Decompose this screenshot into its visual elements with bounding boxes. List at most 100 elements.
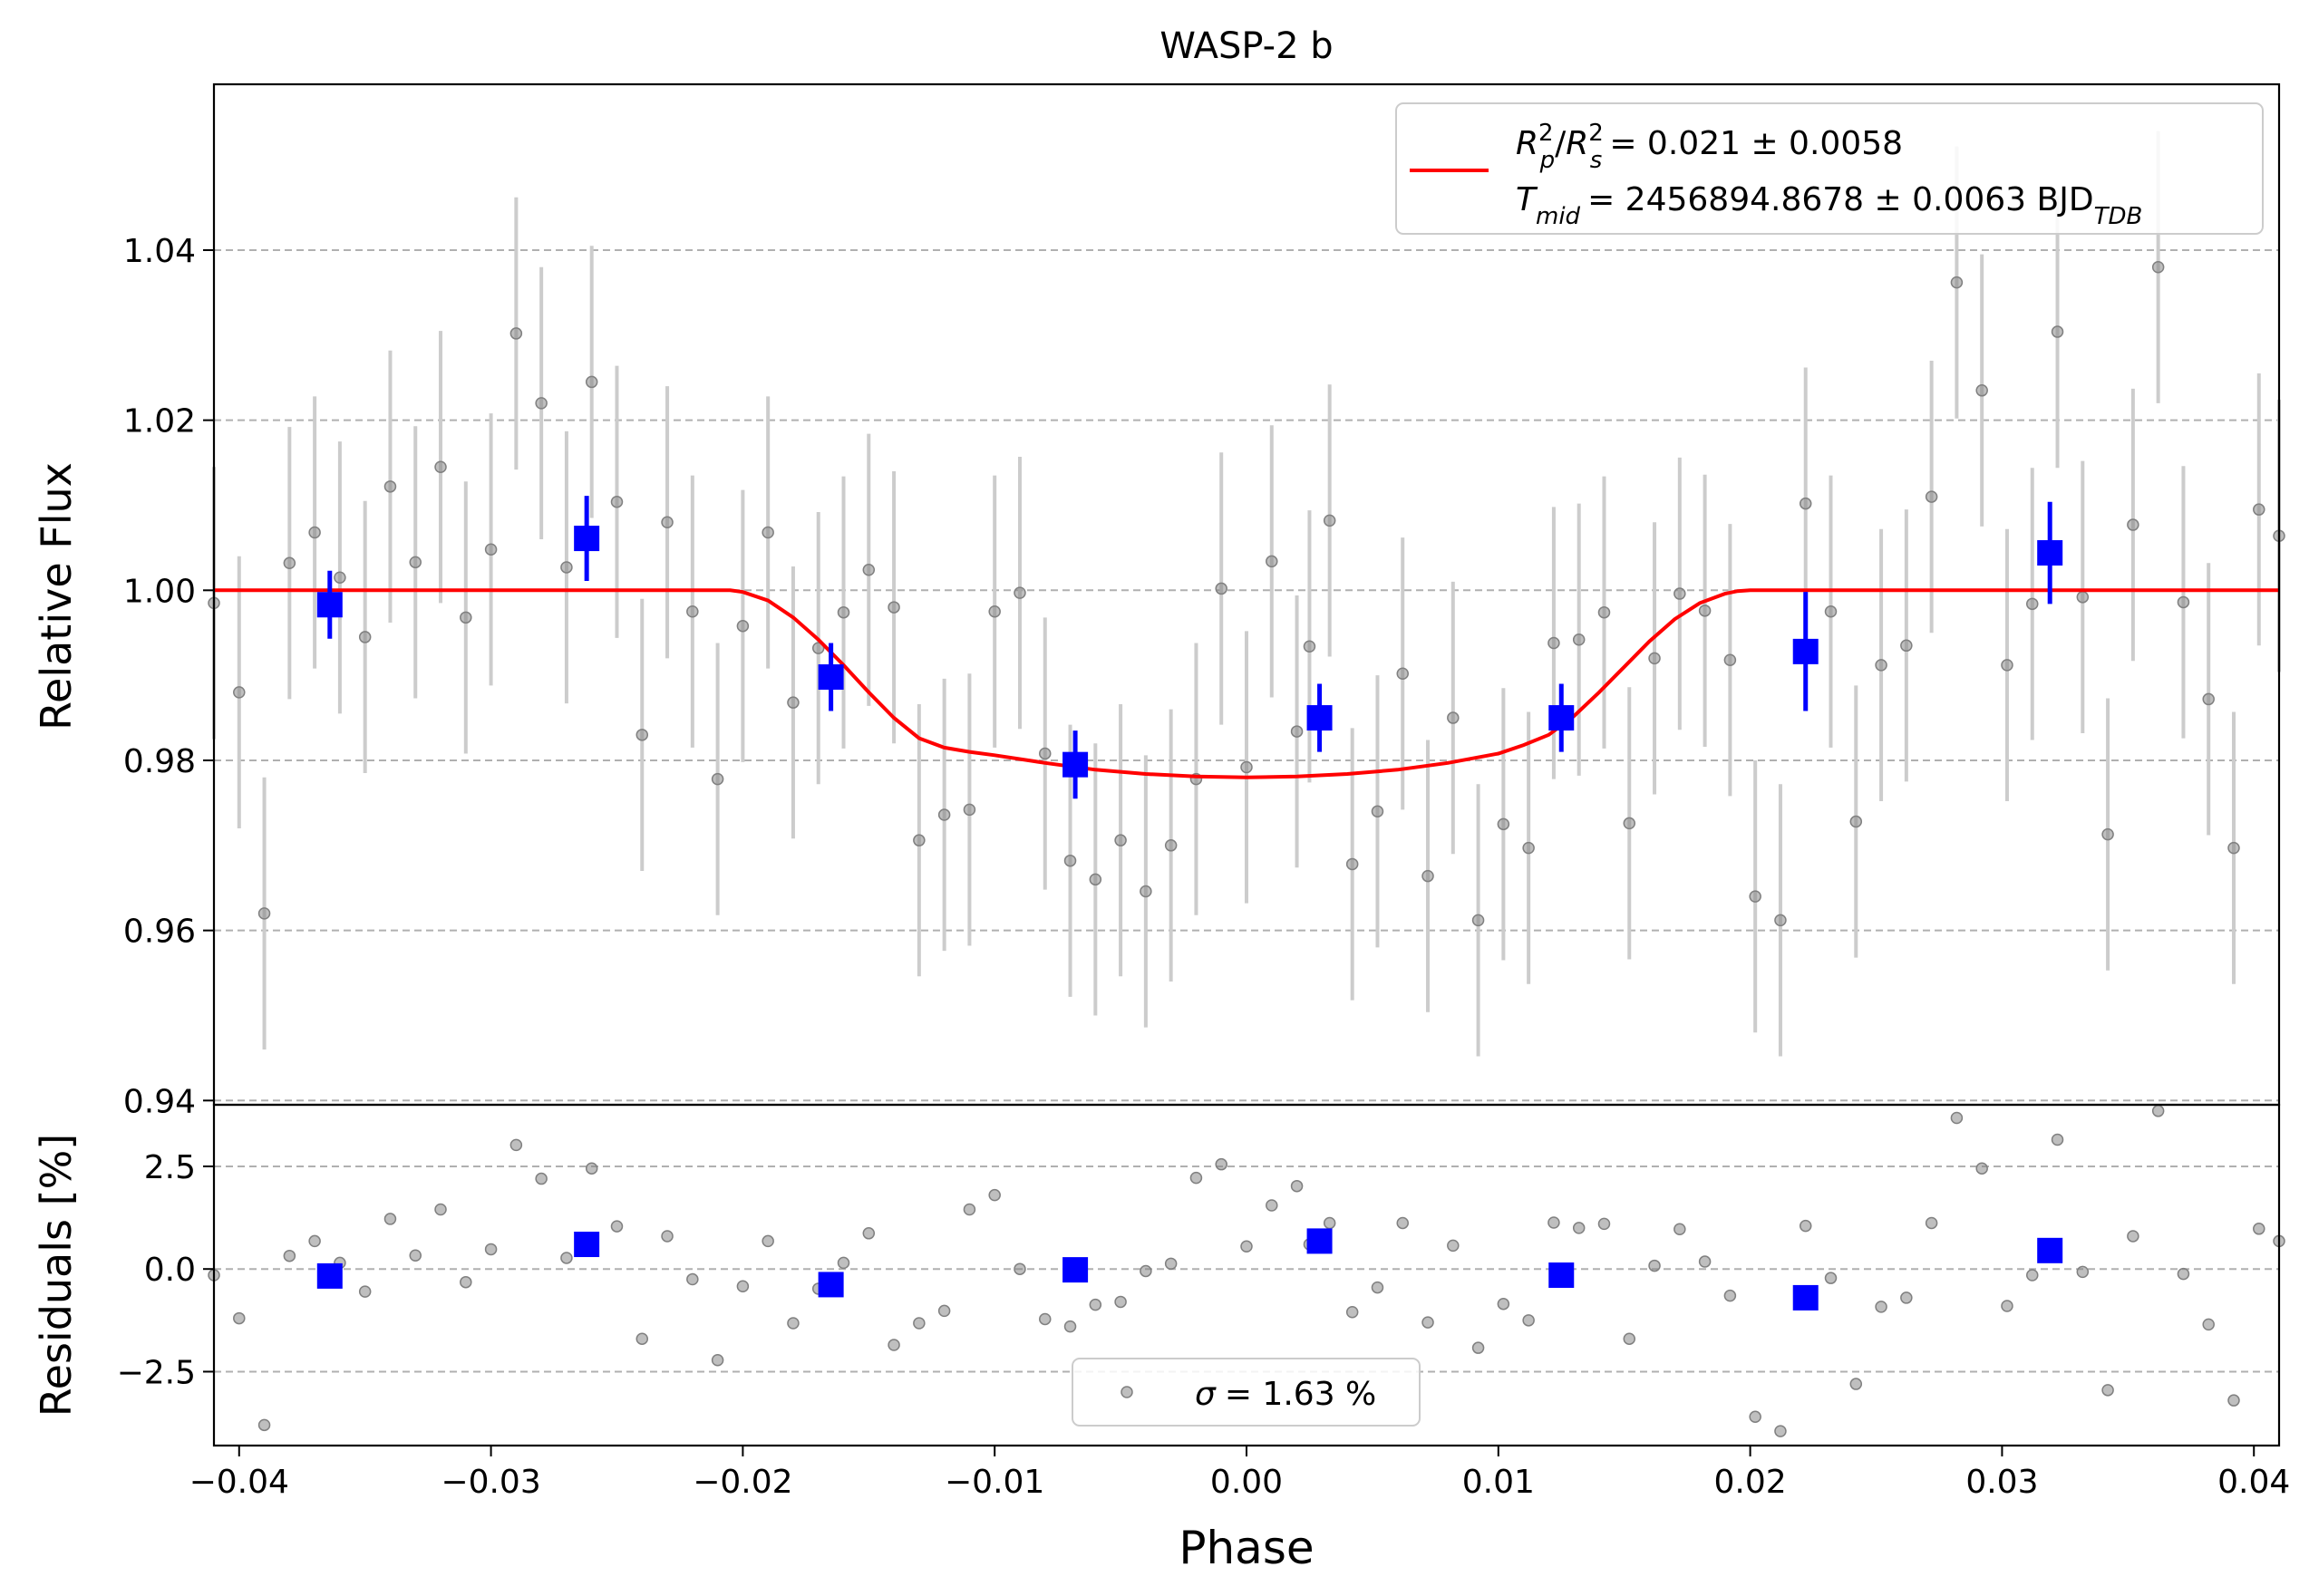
flux-raw-point [535, 397, 548, 410]
residual-raw-point [1522, 1314, 1535, 1327]
residual-raw-point [1471, 1341, 1485, 1354]
phase-x-tick-label: 0.01 [1462, 1464, 1535, 1501]
phase-x-tick-label: −0.04 [189, 1464, 289, 1501]
residual-binned-point [1792, 1284, 1819, 1311]
flux-y-tick-label: 0.96 [123, 914, 196, 951]
flux-raw-point [484, 543, 498, 556]
flux-raw-point [308, 526, 321, 539]
residual-raw-point [2253, 1223, 2265, 1235]
residual-raw-point [1063, 1320, 1077, 1333]
flux-raw-point [1824, 605, 1838, 618]
residual-raw-point [2051, 1133, 2064, 1146]
flux-raw-point [409, 556, 422, 569]
residual-raw-point [509, 1138, 523, 1152]
flux-binned-points [316, 526, 2063, 778]
residual-raw-point [460, 1275, 472, 1289]
residual-raw-point [308, 1234, 321, 1248]
residual-raw-point [1597, 1217, 1611, 1231]
flux-y-tick-label: 0.94 [123, 1083, 196, 1120]
flux-raw-point [1371, 805, 1384, 818]
flux-axes-frame [212, 82, 2281, 1107]
residual-raw-point [1371, 1281, 1384, 1294]
legend-mid-time: Tmid = 2456894.8678 ± 0.0063 BJDTDB [1516, 181, 2142, 230]
residual-raw-point [2001, 1300, 2013, 1312]
flux-raw-point [1140, 885, 1152, 898]
residual-raw-point [1240, 1240, 1253, 1253]
flux-raw-point [1063, 854, 1077, 867]
flux-raw-point [1421, 869, 1434, 883]
residual-raw-point [837, 1256, 850, 1270]
flux-raw-point [1925, 490, 1938, 503]
residuals-legend-box [1072, 1358, 1421, 1427]
residual-raw-point [1164, 1257, 1178, 1271]
residual-raw-point [585, 1162, 598, 1175]
residual-raw-point [1774, 1425, 1787, 1437]
residual-raw-point [2177, 1267, 2190, 1281]
phase-x-tick-label: 0.00 [1210, 1464, 1283, 1501]
flux-raw-point [937, 808, 951, 821]
flux-raw-point [1447, 711, 1460, 724]
flux-binned-point [1792, 638, 1819, 664]
flux-raw-point [1648, 652, 1661, 665]
residual-raw-point [736, 1280, 750, 1292]
residuals-y-tick-label: 0.0 [144, 1252, 196, 1289]
flux-raw-point [434, 460, 447, 473]
flux-raw-point [888, 601, 900, 614]
flux-raw-point [837, 605, 850, 619]
flux-raw-point [1522, 841, 1535, 855]
flux-legend-box [1395, 102, 2264, 235]
residual-raw-point [1140, 1264, 1152, 1278]
flux-raw-point [762, 526, 774, 539]
flux-raw-point [1089, 873, 1102, 886]
residual-raw-point [1572, 1222, 1586, 1234]
flux-raw-point [460, 611, 472, 624]
flux-panel: 0.94 0.96 0.98 1.00 1.02 1.04 Relative Flux R… [32, 82, 2285, 1120]
residuals-legend: σ = 1.63 % [1072, 1358, 1421, 1427]
flux-raw-point [1774, 914, 1787, 927]
flux-raw-point [1014, 586, 1026, 599]
flux-raw-point [233, 686, 246, 699]
flux-raw-point [736, 619, 750, 633]
flux-raw-point [560, 561, 573, 574]
residual-raw-point [1648, 1259, 1661, 1272]
flux-raw-point [913, 834, 926, 846]
flux-raw-point [1749, 890, 1761, 903]
residual-raw-point [1849, 1378, 1863, 1390]
flux-raw-point [2076, 591, 2090, 604]
residual-raw-point [484, 1243, 498, 1256]
phase-x-label: Phase [1179, 1522, 1314, 1574]
residual-raw-point [787, 1317, 800, 1330]
residual-raw-point [2202, 1318, 2215, 1331]
flux-raw-point [1674, 587, 1686, 600]
residual-raw-point [862, 1227, 876, 1240]
residual-raw-point [1497, 1297, 1510, 1311]
residual-raw-point [2101, 1384, 2114, 1397]
chart-title: WASP-2 b [1159, 25, 1333, 67]
residual-raw-point [1014, 1262, 1026, 1275]
residuals-panel: −2.5 0.0 2.5 Residuals [%] σ = 1.63 % [32, 1103, 2285, 1447]
flux-raw-point [585, 375, 598, 389]
residual-raw-point [358, 1285, 372, 1298]
flux-raw-point [1396, 667, 1409, 681]
residuals-binned-points [316, 1228, 2063, 1311]
residual-raw-point [1039, 1312, 1052, 1326]
residual-raw-point [1623, 1332, 1636, 1345]
phase-x-tick-label: 0.02 [1714, 1464, 1787, 1501]
flux-raw-point [988, 605, 1001, 618]
residual-binned-point [1306, 1228, 1333, 1254]
flux-binned-point [1306, 705, 1333, 731]
phase-x-tick-label: −0.01 [945, 1464, 1044, 1501]
phase-x-axis: −0.04 −0.03 −0.02 −0.01 0.00 0.01 0.02 0.03 0.04 [189, 1446, 2290, 1501]
flux-raw-points [208, 260, 2285, 927]
residual-raw-point [762, 1234, 774, 1248]
residual-raw-point [711, 1354, 724, 1367]
flux-raw-point [811, 642, 825, 654]
residuals-y-tick-label: −2.5 [117, 1354, 196, 1391]
residual-binned-point [1062, 1257, 1089, 1283]
flux-raw-point [1698, 605, 1712, 617]
residual-raw-point [1323, 1216, 1336, 1230]
residual-raw-point [1345, 1306, 1359, 1319]
residual-raw-point [1723, 1289, 1737, 1302]
flux-raw-point [2177, 595, 2190, 609]
